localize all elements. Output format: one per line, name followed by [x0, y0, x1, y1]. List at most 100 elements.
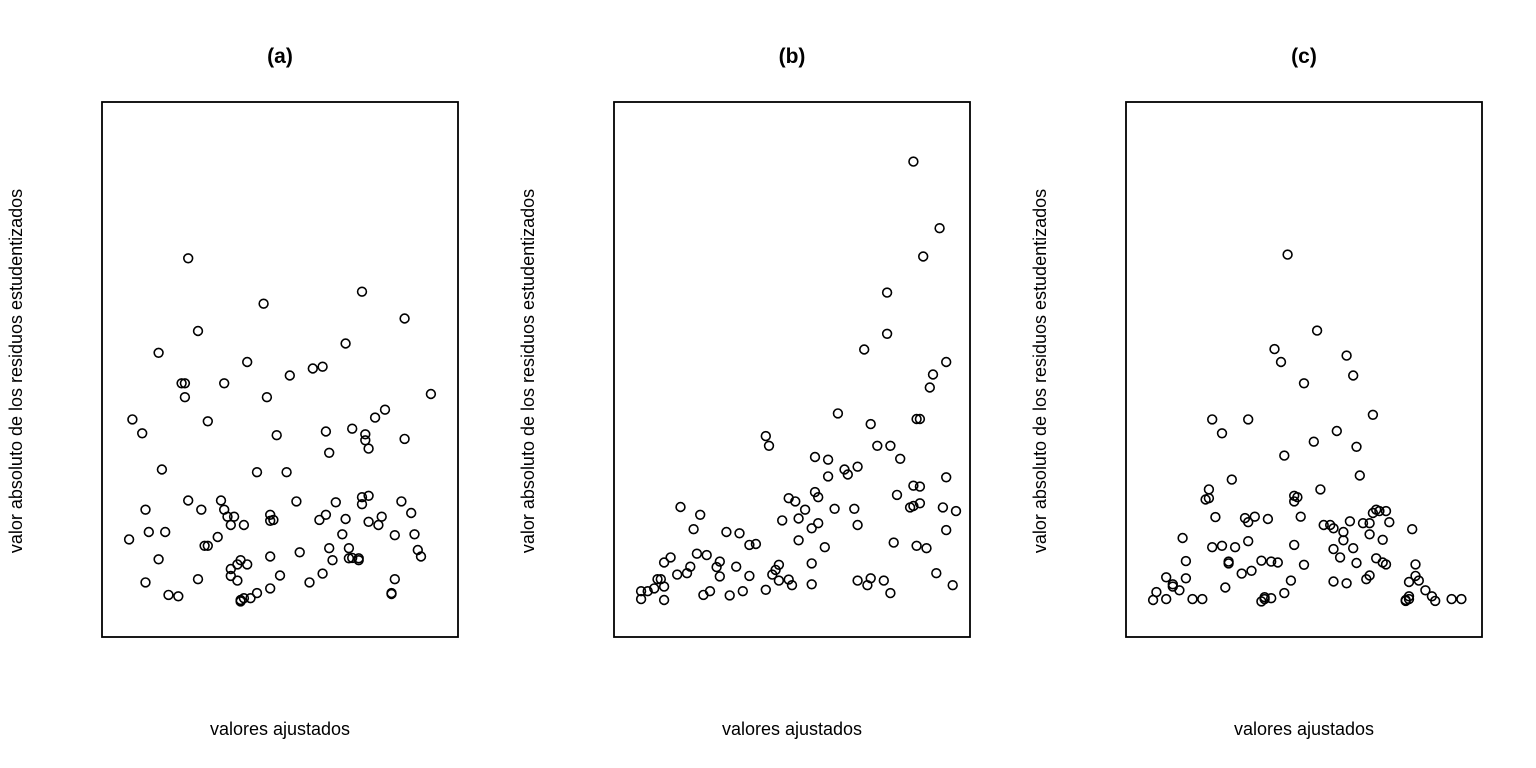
panel-c-point-22: [1223, 556, 1234, 567]
panel-b-point-55: [822, 471, 834, 482]
panel-b-point-3: [648, 583, 660, 594]
panel-a-point-51: [271, 430, 282, 441]
panel-b-point-20: [711, 561, 722, 573]
panel-b-point-50: [809, 486, 821, 498]
panel-b-point-83: [914, 498, 926, 509]
panel-a-point-67: [330, 497, 341, 508]
panel-b-point-15: [691, 548, 703, 559]
panel-c-point-72: [1354, 470, 1366, 481]
panel-b-point-11: [675, 501, 686, 513]
panel-c: (c) valores ajustados valor absoluto de …: [1030, 45, 1483, 739]
panel-b-point-87: [921, 542, 932, 554]
panel-b-point-60: [849, 503, 860, 514]
panel-c-point-25: [1236, 568, 1247, 579]
panel-b-point-32: [760, 430, 771, 442]
panel-c-point-49: [1292, 492, 1303, 503]
panel-c-point-69: [1347, 370, 1359, 381]
panel-c-point-45: [1285, 575, 1297, 586]
panel-c-point-93: [1406, 523, 1418, 535]
panel-b: (b) valores ajustados valor absoluto de …: [518, 45, 971, 739]
panel-b-point-67: [865, 418, 876, 430]
panel-b-title: (b): [779, 45, 806, 68]
panel-a-point-1: [127, 414, 138, 425]
panel-b-point-63: [852, 575, 863, 586]
panel-b-point-44: [793, 513, 804, 524]
panel-c-point-41: [1275, 356, 1287, 368]
panel-a-y-axis-label: valor absoluto de los residuos estudenti…: [6, 189, 26, 553]
panel-c-point-42: [1279, 587, 1290, 599]
panel-c-point-90: [1403, 593, 1415, 605]
panel-c-point-3: [1160, 572, 1172, 583]
panel-c-point-46: [1288, 539, 1300, 551]
panel-b-point-91: [934, 223, 945, 234]
panel-a-point-52: [274, 570, 286, 581]
panel-a-point-3: [140, 577, 151, 588]
panel-a-point-23: [212, 531, 223, 543]
panel-b-point-54: [822, 454, 834, 465]
panel-c-point-60: [1328, 523, 1339, 534]
panel-c-point-100: [1446, 593, 1457, 605]
panel-b-point-38: [776, 515, 788, 526]
panel-b-point-7: [658, 581, 670, 592]
panel-a-x-axis-label: valores ajustados: [210, 719, 350, 739]
panel-b-point-69: [878, 575, 889, 586]
panel-b-points: [635, 156, 962, 606]
panel-c-point-51: [1298, 559, 1310, 570]
panel-a-point-59: [314, 514, 325, 526]
panel-b-point-28: [744, 570, 755, 582]
panel-b-point-6: [658, 557, 670, 568]
panel-a-point-96: [406, 507, 417, 519]
panel-b-point-46: [806, 558, 817, 569]
panel-b-point-16: [694, 509, 706, 520]
panel-b-point-36: [773, 559, 785, 570]
panel-c-point-99: [1429, 595, 1441, 607]
panel-b-point-97: [950, 505, 962, 517]
panel-b-point-41: [786, 579, 798, 591]
panel-a-point-82: [363, 443, 374, 454]
panel-a-point-13: [179, 392, 191, 403]
panel-c-point-96: [1413, 575, 1425, 586]
panel-c-point-66: [1341, 578, 1352, 589]
panel-a-point-11: [173, 591, 184, 602]
panel-b-point-70: [881, 328, 893, 339]
panel-a-point-85: [369, 412, 381, 423]
panel-a-title: (a): [267, 45, 293, 68]
panel-b-point-27: [737, 585, 748, 597]
panel-b-point-86: [917, 251, 929, 262]
panel-a-point-7: [153, 347, 164, 358]
panel-b-point-30: [750, 538, 762, 550]
panel-a-point-9: [160, 526, 171, 538]
panel-b-point-33: [763, 440, 775, 451]
panel-a-point-10: [163, 589, 174, 601]
panel-a-point-21: [202, 540, 214, 551]
panel-a-point-43: [251, 467, 263, 478]
panel-b-point-48: [806, 579, 817, 590]
panel-c-point-28: [1242, 535, 1254, 547]
panel-c-point-54: [1311, 325, 1323, 336]
panel-b-plot-frame: [613, 101, 971, 638]
panel-b-point-76: [894, 453, 906, 464]
panel-b-point-29: [744, 539, 755, 551]
panel-c-point-67: [1344, 516, 1356, 527]
panel-a-point-58: [307, 363, 318, 374]
panel-b-point-96: [947, 579, 958, 591]
panel-c-point-19: [1216, 540, 1228, 551]
panel-b-point-43: [793, 535, 804, 546]
panel-a-point-39: [242, 356, 253, 368]
panel-c-point-27: [1242, 516, 1254, 528]
panel-b-point-1: [635, 585, 647, 597]
panel-c-point-43: [1279, 450, 1290, 461]
panel-b-point-57: [832, 408, 844, 419]
panel-c-point-84: [1377, 534, 1388, 545]
panel-b-point-31: [760, 584, 771, 595]
panel-a-points: [123, 253, 437, 607]
panel-a-point-37: [238, 592, 250, 604]
panel-a-point-20: [199, 540, 210, 551]
panel-b-point-95: [940, 356, 952, 368]
panel-b-point-22: [714, 571, 725, 582]
panel-a-point-94: [399, 313, 410, 324]
panel-a-point-40: [242, 559, 253, 570]
panel-c-point-32: [1256, 555, 1267, 566]
panel-a-point-90: [386, 587, 397, 599]
panel-b-point-47: [806, 523, 817, 534]
